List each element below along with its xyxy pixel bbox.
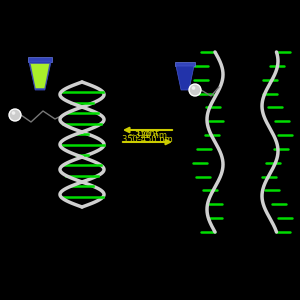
Text: ~320 nm: ~320 nm <box>128 131 167 140</box>
Polygon shape <box>31 64 49 88</box>
Text: Light: Light <box>136 130 159 139</box>
Circle shape <box>9 109 21 121</box>
Text: 350-450 nm: 350-450 nm <box>122 136 173 145</box>
Polygon shape <box>175 62 195 66</box>
Polygon shape <box>176 66 194 90</box>
Circle shape <box>189 84 201 96</box>
Polygon shape <box>28 57 52 62</box>
Circle shape <box>192 86 195 90</box>
Polygon shape <box>29 62 51 90</box>
Circle shape <box>12 111 15 115</box>
Polygon shape <box>30 63 50 89</box>
